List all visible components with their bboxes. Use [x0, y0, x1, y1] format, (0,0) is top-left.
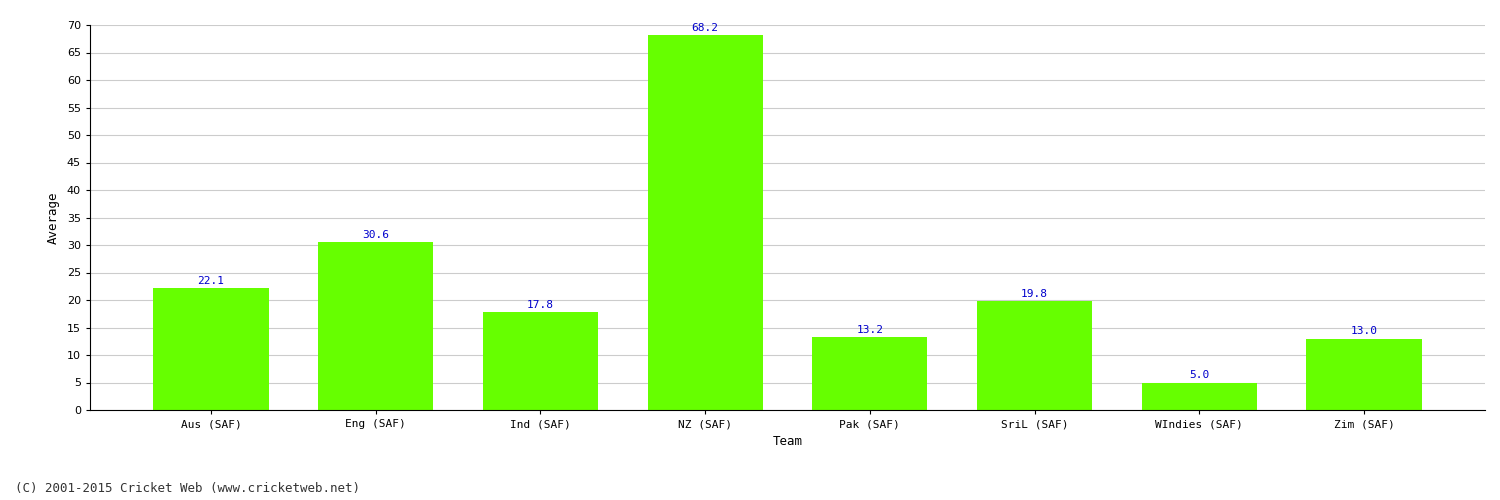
- Text: 30.6: 30.6: [363, 230, 390, 239]
- X-axis label: Team: Team: [772, 434, 802, 448]
- Bar: [1306, 338, 1422, 410]
- Bar: [1142, 382, 1257, 410]
- Text: 17.8: 17.8: [526, 300, 554, 310]
- Text: 13.2: 13.2: [856, 325, 883, 335]
- Text: (C) 2001-2015 Cricket Web (www.cricketweb.net): (C) 2001-2015 Cricket Web (www.cricketwe…: [15, 482, 360, 495]
- Bar: [153, 288, 268, 410]
- Text: 19.8: 19.8: [1022, 289, 1048, 299]
- Text: 22.1: 22.1: [198, 276, 225, 286]
- Text: 5.0: 5.0: [1190, 370, 1209, 380]
- Bar: [648, 35, 764, 410]
- Text: 13.0: 13.0: [1350, 326, 1377, 336]
- Bar: [483, 312, 598, 410]
- Text: 68.2: 68.2: [692, 22, 718, 32]
- Bar: [812, 338, 927, 410]
- Bar: [976, 301, 1092, 410]
- Bar: [318, 242, 434, 410]
- Y-axis label: Average: Average: [46, 191, 60, 244]
